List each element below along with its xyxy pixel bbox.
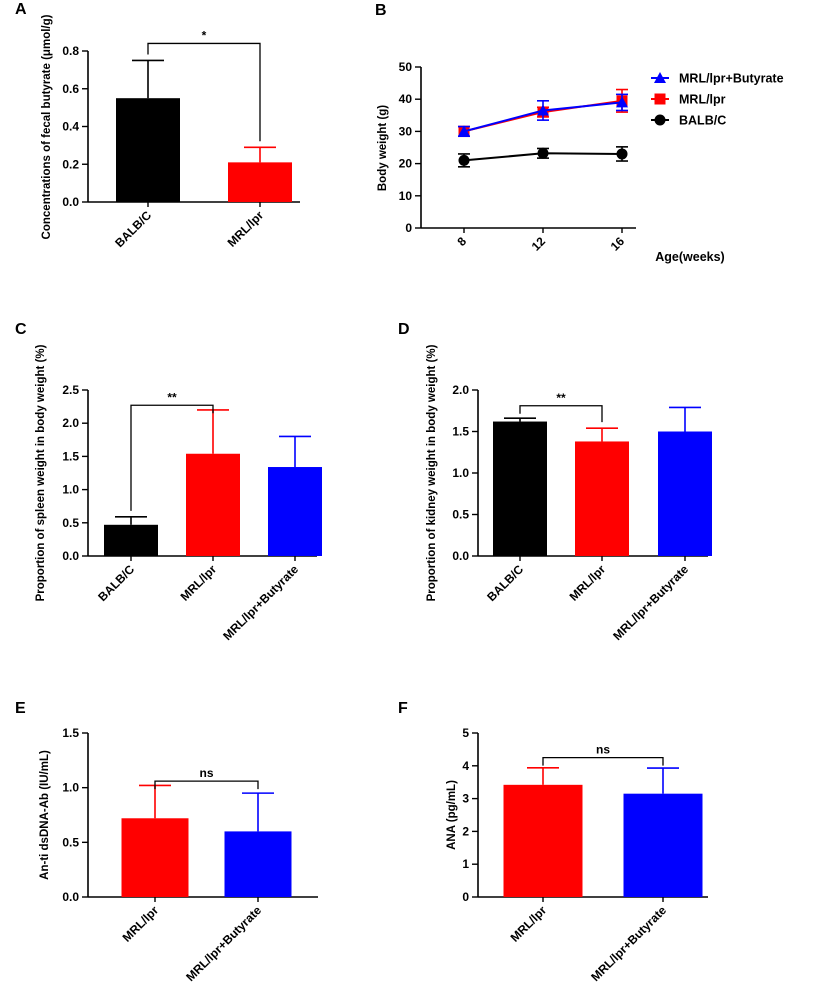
y-tick-label: 50 bbox=[399, 60, 413, 74]
data-point bbox=[458, 154, 470, 166]
significance-bracket bbox=[147, 42, 261, 142]
significance-bracket bbox=[154, 780, 259, 790]
x-category-label: BALB/C bbox=[112, 208, 154, 250]
y-tick-label: 1.0 bbox=[452, 466, 469, 480]
y-tick-label: 0 bbox=[405, 221, 412, 235]
bar-mrl-lpr bbox=[121, 818, 189, 897]
y-tick-label: 0.5 bbox=[62, 835, 79, 849]
y-tick-label: 1 bbox=[462, 857, 469, 871]
y-tick-label: 20 bbox=[399, 157, 413, 171]
x-category-label: MRL/lpr+Butyrate bbox=[183, 903, 264, 984]
x-category-label: MRL/lpr bbox=[178, 562, 220, 604]
y-tick-label: 2.0 bbox=[62, 416, 79, 430]
significance-label: ns bbox=[199, 766, 213, 780]
legend-marker bbox=[654, 114, 666, 126]
y-axis-title: Concentrations of fecal butyrate (μmol/g… bbox=[41, 14, 53, 239]
y-tick-label: 1.5 bbox=[62, 726, 79, 740]
data-point bbox=[616, 148, 628, 160]
y-tick-label: 0.6 bbox=[62, 82, 79, 96]
significance-label: ** bbox=[556, 391, 566, 405]
y-tick-label: 0.0 bbox=[62, 549, 79, 563]
y-tick-label: 0.0 bbox=[62, 195, 79, 209]
panel-label: B bbox=[375, 2, 387, 19]
bar-balb-c bbox=[493, 421, 547, 556]
y-tick-label: 10 bbox=[399, 189, 413, 203]
bar-mrl-lpr bbox=[575, 441, 629, 556]
bar-mrl-lpr-butyrate bbox=[224, 831, 292, 897]
significance-label: ** bbox=[167, 390, 177, 404]
y-tick-label: 0.0 bbox=[452, 549, 469, 563]
y-tick-label: 30 bbox=[399, 124, 413, 138]
bar-mrl-lpr bbox=[503, 784, 583, 897]
y-tick-label: 0.0 bbox=[62, 890, 79, 904]
y-tick-label: 3 bbox=[462, 792, 469, 806]
y-axis-title: An-ti dsDNA-Ab (IU/mL) bbox=[39, 750, 51, 880]
panel-label: D bbox=[398, 321, 410, 338]
y-tick-label: 4 bbox=[462, 759, 469, 773]
y-axis-title: Body weight (g) bbox=[377, 105, 389, 191]
y-axis-title: Proportion of kidney weight in body weig… bbox=[426, 344, 438, 601]
y-tick-label: 40 bbox=[399, 92, 413, 106]
y-tick-label: 1.5 bbox=[452, 425, 469, 439]
bar-mrl-lpr-butyrate bbox=[658, 431, 712, 556]
panel-label: C bbox=[15, 321, 27, 338]
x-category-label: MRL/lpr+Butyrate bbox=[220, 562, 301, 643]
x-axis-title: Age(weeks) bbox=[655, 250, 724, 264]
y-tick-label: 1.5 bbox=[62, 449, 79, 463]
legend-label: MRL/lpr bbox=[679, 93, 726, 107]
panel-label: E bbox=[15, 700, 26, 717]
data-point bbox=[537, 104, 549, 116]
y-tick-label: 2 bbox=[462, 824, 469, 838]
significance-bracket bbox=[542, 756, 664, 766]
y-tick-label: 0.5 bbox=[452, 508, 469, 522]
data-point bbox=[458, 125, 470, 137]
y-tick-label: 0.8 bbox=[62, 44, 79, 58]
data-point bbox=[616, 96, 628, 108]
x-category-label: MRL/lpr bbox=[120, 903, 162, 945]
legend-marker bbox=[654, 72, 666, 83]
legend-marker bbox=[654, 93, 666, 105]
y-tick-label: 1.0 bbox=[62, 483, 79, 497]
bar-mrl-lpr-butyrate bbox=[268, 467, 322, 556]
y-tick-label: 0.4 bbox=[62, 120, 79, 134]
x-tick-label: 12 bbox=[529, 234, 549, 254]
data-point bbox=[537, 147, 549, 159]
x-category-label: MRL/lpr bbox=[508, 903, 550, 945]
panel-label: F bbox=[398, 700, 408, 717]
y-tick-label: 1.0 bbox=[62, 781, 79, 795]
significance-bracket bbox=[130, 404, 214, 511]
significance-label: ns bbox=[596, 743, 610, 757]
bar-mrl-lpr bbox=[228, 162, 292, 202]
x-category-label: BALB/C bbox=[95, 562, 137, 604]
x-category-label: MRL/lpr bbox=[567, 562, 609, 604]
bar-balb-c bbox=[116, 98, 180, 202]
bar-balb-c bbox=[104, 524, 158, 556]
legend-label: MRL/lpr+Butyrate bbox=[679, 72, 784, 86]
x-tick-label: 8 bbox=[454, 234, 469, 249]
bar-mrl-lpr-butyrate bbox=[623, 793, 703, 897]
y-tick-label: 0.5 bbox=[62, 516, 79, 530]
x-category-label: BALB/C bbox=[484, 562, 526, 604]
legend-label: BALB/C bbox=[679, 114, 726, 128]
x-category-label: MRL/lpr bbox=[225, 208, 267, 250]
x-category-label: MRL/lpr+Butyrate bbox=[588, 903, 669, 984]
y-tick-label: 0 bbox=[462, 890, 469, 904]
y-tick-label: 0.2 bbox=[62, 157, 79, 171]
significance-label: * bbox=[202, 28, 207, 42]
y-axis-title: ANA (pg/mL) bbox=[446, 780, 458, 850]
x-tick-label: 16 bbox=[608, 234, 628, 254]
y-tick-label: 2.0 bbox=[452, 383, 469, 397]
y-axis-title: Proportion of spleen weight in body weig… bbox=[35, 344, 47, 601]
significance-bracket bbox=[519, 405, 603, 423]
y-tick-label: 2.5 bbox=[62, 383, 79, 397]
y-tick-label: 5 bbox=[462, 726, 469, 740]
panel-label: A bbox=[15, 1, 27, 18]
x-category-label: MRL/lpr+Butyrate bbox=[610, 562, 691, 643]
bar-mrl-lpr bbox=[186, 453, 240, 556]
